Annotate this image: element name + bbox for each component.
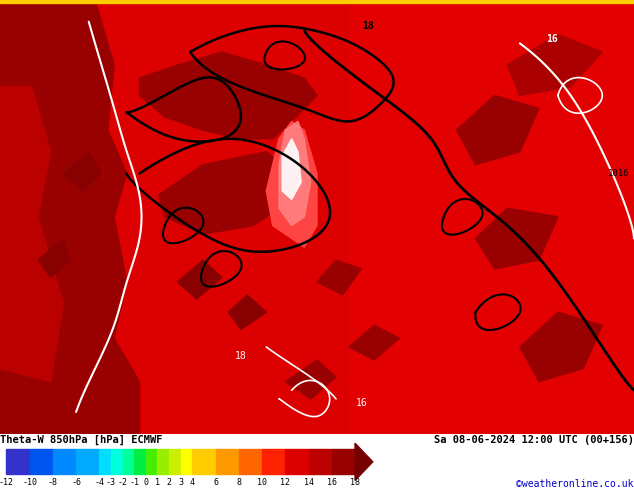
- Text: 1: 1: [155, 478, 160, 487]
- Text: 18: 18: [362, 21, 373, 31]
- Text: 4: 4: [190, 478, 195, 487]
- Bar: [239, 449, 262, 474]
- Polygon shape: [507, 35, 602, 96]
- Polygon shape: [520, 312, 602, 382]
- Polygon shape: [139, 52, 317, 139]
- Text: 18: 18: [350, 478, 360, 487]
- Text: 8: 8: [236, 478, 242, 487]
- Bar: [262, 449, 285, 474]
- Bar: [0, 0, 634, 3]
- Bar: [122, 449, 134, 474]
- Polygon shape: [476, 208, 558, 269]
- Bar: [100, 449, 111, 474]
- Bar: [111, 449, 122, 474]
- Bar: [6, 449, 30, 474]
- Text: 16: 16: [356, 398, 367, 408]
- Text: -10: -10: [22, 478, 37, 487]
- Polygon shape: [63, 152, 101, 191]
- Text: ©weatheronline.co.uk: ©weatheronline.co.uk: [517, 479, 634, 489]
- Polygon shape: [317, 260, 361, 295]
- Text: 14: 14: [304, 478, 314, 487]
- Text: 3: 3: [178, 478, 183, 487]
- Polygon shape: [279, 122, 311, 225]
- Polygon shape: [0, 87, 63, 382]
- Polygon shape: [38, 239, 70, 277]
- Text: Theta-W 850hPa [hPa] ECMWF: Theta-W 850hPa [hPa] ECMWF: [0, 435, 162, 445]
- Text: -1: -1: [129, 478, 139, 487]
- Bar: [53, 449, 76, 474]
- Text: -2: -2: [117, 478, 127, 487]
- Text: -12: -12: [0, 478, 14, 487]
- Text: 16: 16: [546, 34, 557, 44]
- Text: 10: 10: [257, 478, 267, 487]
- Text: -8: -8: [48, 478, 58, 487]
- Text: 18: 18: [235, 350, 247, 361]
- Bar: [192, 449, 216, 474]
- Text: 6: 6: [213, 478, 218, 487]
- Polygon shape: [178, 260, 222, 299]
- Bar: [285, 449, 309, 474]
- Bar: [216, 449, 239, 474]
- Polygon shape: [349, 0, 634, 434]
- Bar: [76, 449, 100, 474]
- FancyArrow shape: [355, 443, 373, 480]
- Bar: [146, 449, 157, 474]
- Bar: [30, 449, 53, 474]
- Polygon shape: [0, 0, 139, 434]
- Text: -6: -6: [71, 478, 81, 487]
- Text: 16: 16: [327, 478, 337, 487]
- Polygon shape: [228, 295, 266, 330]
- Bar: [332, 449, 355, 474]
- Bar: [181, 449, 192, 474]
- Polygon shape: [456, 96, 539, 165]
- Polygon shape: [285, 360, 336, 399]
- Polygon shape: [266, 122, 317, 247]
- Text: -4: -4: [94, 478, 105, 487]
- Text: 12: 12: [280, 478, 290, 487]
- Bar: [157, 449, 169, 474]
- Text: 0: 0: [143, 478, 148, 487]
- Polygon shape: [282, 139, 301, 199]
- Polygon shape: [158, 152, 292, 234]
- Text: 1016: 1016: [607, 169, 629, 178]
- Text: -3: -3: [106, 478, 116, 487]
- Text: Sa 08-06-2024 12:00 UTC (00+156): Sa 08-06-2024 12:00 UTC (00+156): [434, 435, 634, 445]
- Text: 2: 2: [167, 478, 172, 487]
- Bar: [169, 449, 181, 474]
- Bar: [309, 449, 332, 474]
- Polygon shape: [349, 325, 399, 360]
- Bar: [134, 449, 146, 474]
